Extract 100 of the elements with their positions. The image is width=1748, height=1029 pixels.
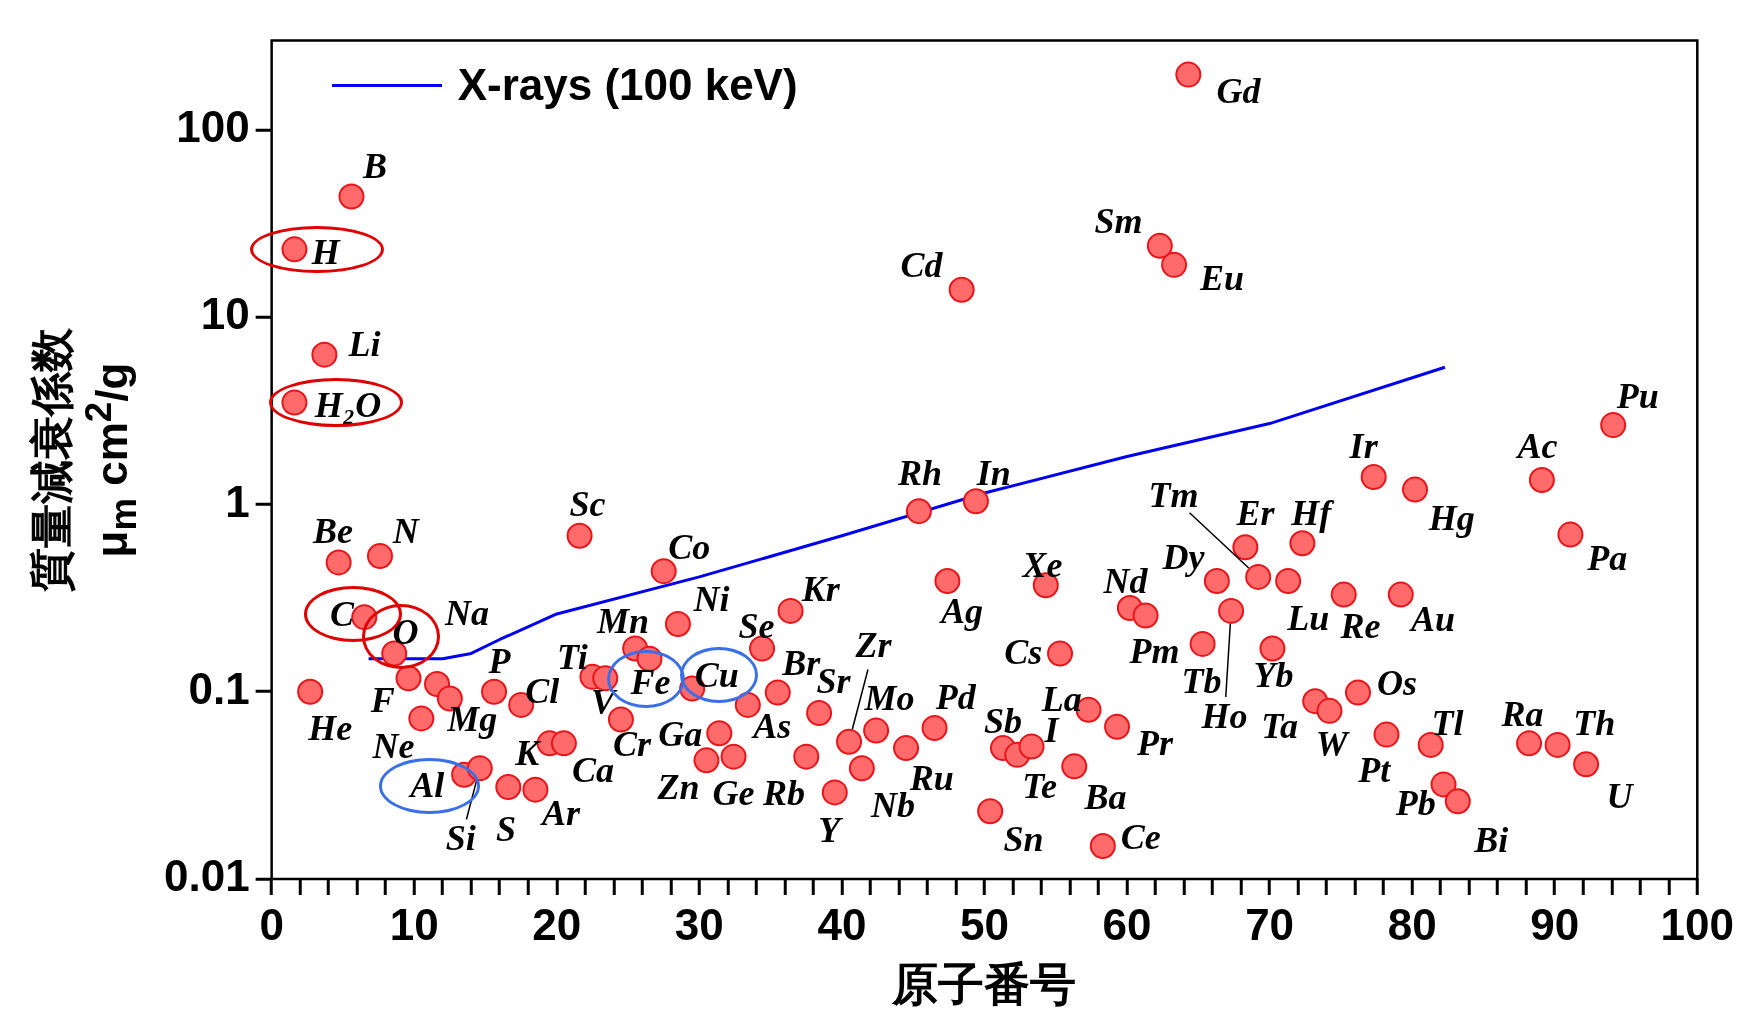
- data-label: Ir: [1348, 426, 1379, 467]
- data-label: Lu: [1286, 598, 1330, 639]
- x-tick-label: 20: [532, 899, 582, 949]
- data-label: Li: [347, 324, 381, 365]
- data-label: Pa: [1586, 537, 1628, 578]
- data-label: Ce: [1120, 816, 1161, 857]
- data-label: Yb: [1253, 654, 1294, 695]
- data-label: Mg: [446, 699, 498, 740]
- data-label: Cl: [525, 671, 560, 712]
- data-label: B: [361, 145, 387, 186]
- data-label: Be: [312, 510, 354, 551]
- y-tick-label: 10: [200, 289, 250, 339]
- data-label: V: [591, 682, 618, 723]
- y-tick-label: 1: [225, 476, 250, 526]
- data-label: K: [514, 732, 543, 773]
- data-label: Pd: [934, 677, 977, 718]
- data-label: Ta: [1261, 706, 1298, 747]
- data-label: Ar: [540, 792, 582, 833]
- x-axis-title: 原子番号: [891, 958, 1077, 1011]
- data-label: Cr: [613, 723, 653, 764]
- data-label: Dy: [1161, 537, 1206, 578]
- data-label: Sn: [1003, 818, 1044, 859]
- data-label: Gd: [1216, 70, 1262, 111]
- x-tick-label: 80: [1387, 899, 1437, 949]
- data-label: Te: [1022, 765, 1057, 806]
- data-label: Cs: [1004, 631, 1043, 672]
- data-label: Rb: [761, 772, 805, 813]
- data-label: Ba: [1083, 776, 1127, 817]
- x-tick-label: 40: [817, 899, 867, 949]
- data-label: Cu: [694, 654, 739, 695]
- x-tick-label: 60: [1102, 899, 1152, 949]
- data-label: Ra: [1500, 693, 1544, 734]
- data-label: Ti: [557, 637, 588, 678]
- data-label: Th: [1573, 703, 1616, 744]
- data-label: Sb: [983, 700, 1023, 741]
- data-label: Ca: [571, 749, 614, 790]
- y-tick-label: 100: [176, 101, 250, 151]
- x-tick-label: 0: [259, 899, 284, 949]
- data-label: Mn: [595, 601, 649, 642]
- data-label: Nd: [1102, 560, 1149, 601]
- data-label: Zn: [656, 766, 700, 807]
- data-label: Pm: [1128, 630, 1180, 671]
- data-label: O: [392, 611, 419, 652]
- data-label: Co: [668, 527, 711, 568]
- data-label: Ag: [938, 590, 983, 631]
- data-label: Bi: [1473, 819, 1509, 860]
- data-label: P: [487, 641, 512, 682]
- data-label: Xe: [1021, 544, 1063, 585]
- data-label: Pu: [1615, 375, 1659, 416]
- data-label: Tl: [1431, 703, 1464, 744]
- data-label: Hg: [1427, 498, 1475, 539]
- data-label: Kr: [800, 569, 841, 610]
- data-label: Er: [1235, 493, 1276, 534]
- data-label: Sc: [569, 484, 606, 525]
- data-label: Ni: [692, 578, 730, 619]
- data-label: He: [307, 708, 353, 749]
- data-label: I: [1043, 710, 1061, 751]
- data-label: As: [751, 705, 792, 746]
- data-label: Y: [818, 809, 844, 850]
- x-tick-label: 50: [959, 899, 1009, 949]
- data-label: C: [330, 594, 355, 635]
- data-label: W: [1315, 723, 1351, 764]
- x-tick-label: 10: [389, 899, 439, 949]
- data-label: Re: [1339, 606, 1381, 647]
- data-label: U: [1606, 776, 1635, 817]
- data-label: Rh: [896, 452, 943, 493]
- data-label: S: [496, 808, 517, 849]
- data-label: Ga: [658, 713, 703, 754]
- x-tick-label: 30: [674, 899, 724, 949]
- data-label: Tm: [1148, 475, 1199, 516]
- legend-label: X-rays (100 keV): [457, 60, 798, 111]
- data-label: Zr: [854, 625, 893, 666]
- data-label: Ge: [712, 772, 755, 813]
- data-label: Hf: [1290, 492, 1335, 533]
- data-label: H₂O: [313, 385, 382, 426]
- y-tick-label: 0.01: [164, 851, 250, 901]
- data-label: Pt: [1357, 749, 1392, 790]
- x-tick-label: 90: [1530, 899, 1580, 949]
- data-label: N: [391, 511, 421, 552]
- data-label: Sm: [1094, 200, 1143, 241]
- data-label: Eu: [1198, 257, 1245, 298]
- data-label: F: [369, 680, 395, 721]
- data-label: Ac: [1515, 426, 1558, 467]
- data-label: Cd: [900, 244, 944, 285]
- data-label: Mo: [863, 677, 915, 718]
- data-label: Si: [445, 818, 476, 859]
- data-label: Os: [1377, 663, 1418, 704]
- data-label: Fe: [629, 661, 671, 702]
- data-label: Al: [408, 765, 445, 806]
- data-label: Ne: [371, 725, 415, 766]
- x-tick-label: 100: [1660, 899, 1734, 949]
- data-label: In: [975, 452, 1011, 493]
- data-label: Pr: [1135, 722, 1174, 763]
- data-label: Se: [738, 605, 775, 646]
- data-label: H: [310, 232, 341, 273]
- data-label: Au: [1409, 598, 1456, 639]
- data-label: Pb: [1394, 782, 1436, 823]
- data-label: Na: [444, 593, 490, 634]
- x-tick-label: 70: [1245, 899, 1295, 949]
- y-tick-label: 0.1: [188, 663, 250, 713]
